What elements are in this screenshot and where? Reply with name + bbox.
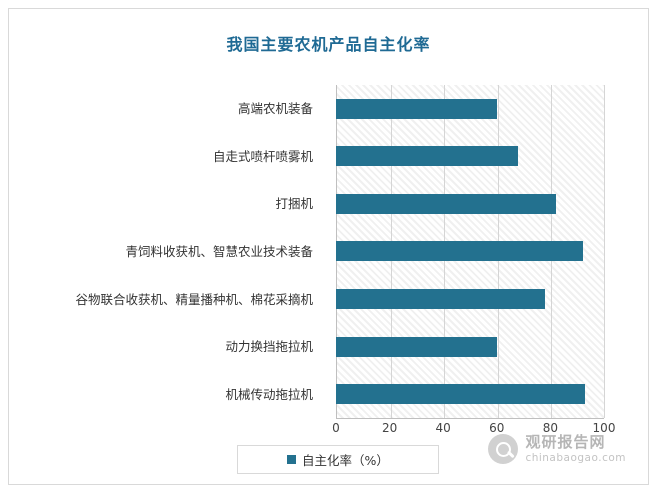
bar-row: [336, 323, 604, 371]
watermark-cn: 观研报告网: [525, 433, 606, 452]
category-label: 机械传动拖拉机: [225, 386, 313, 402]
legend-label: 自主化率（%）: [302, 453, 389, 468]
x-tick-label: 100: [592, 421, 616, 435]
bar-row: [336, 228, 604, 276]
bar: [336, 193, 556, 214]
x-tick-label: 60: [489, 421, 505, 435]
chart-legend: 自主化率（%）: [237, 445, 439, 474]
bar-row: [336, 133, 604, 181]
x-axis-ticks: 0 20 40 60 80 100: [332, 421, 615, 437]
bar: [336, 384, 586, 405]
legend-swatch: [287, 455, 297, 464]
category-label: 谷物联合收获机、精量播种机、棉花采摘机: [75, 291, 313, 307]
bar: [336, 146, 519, 167]
bar-row: [336, 370, 604, 418]
gridline: [604, 85, 605, 418]
bar: [336, 336, 497, 357]
bar: [336, 241, 583, 262]
bar-series: [336, 85, 604, 418]
x-tick-label: 0: [332, 421, 340, 435]
magnifier-icon: [488, 434, 519, 464]
watermark: 观研报告网 chinabaogao.com: [488, 434, 626, 464]
bar-row: [336, 275, 604, 323]
x-tick-label: 80: [542, 421, 559, 435]
x-tick-label: 20: [381, 421, 398, 435]
category-label: 自走式喷杆喷雾机: [212, 148, 313, 164]
bar: [336, 98, 497, 119]
watermark-en: chinabaogao.com: [525, 451, 626, 464]
category-label: 打捆机: [275, 196, 313, 212]
bar: [336, 289, 546, 310]
category-label: 青饲料收获机、智慧农业技术装备: [125, 243, 313, 259]
x-tick-label: 40: [435, 421, 451, 435]
category-label: 动力换挡拖拉机: [225, 339, 313, 355]
bar-row: [336, 180, 604, 228]
x-axis-line: [336, 418, 604, 419]
bar-row: [336, 85, 604, 133]
chart-title: 我国主要农机产品自主化率: [226, 35, 431, 54]
category-label: 高端农机装备: [237, 101, 313, 117]
chart-card: 我国主要农机产品自主化率 高端农机装备自走式喷杆喷雾机打捆机青饲料收获机、智慧农…: [8, 8, 649, 485]
